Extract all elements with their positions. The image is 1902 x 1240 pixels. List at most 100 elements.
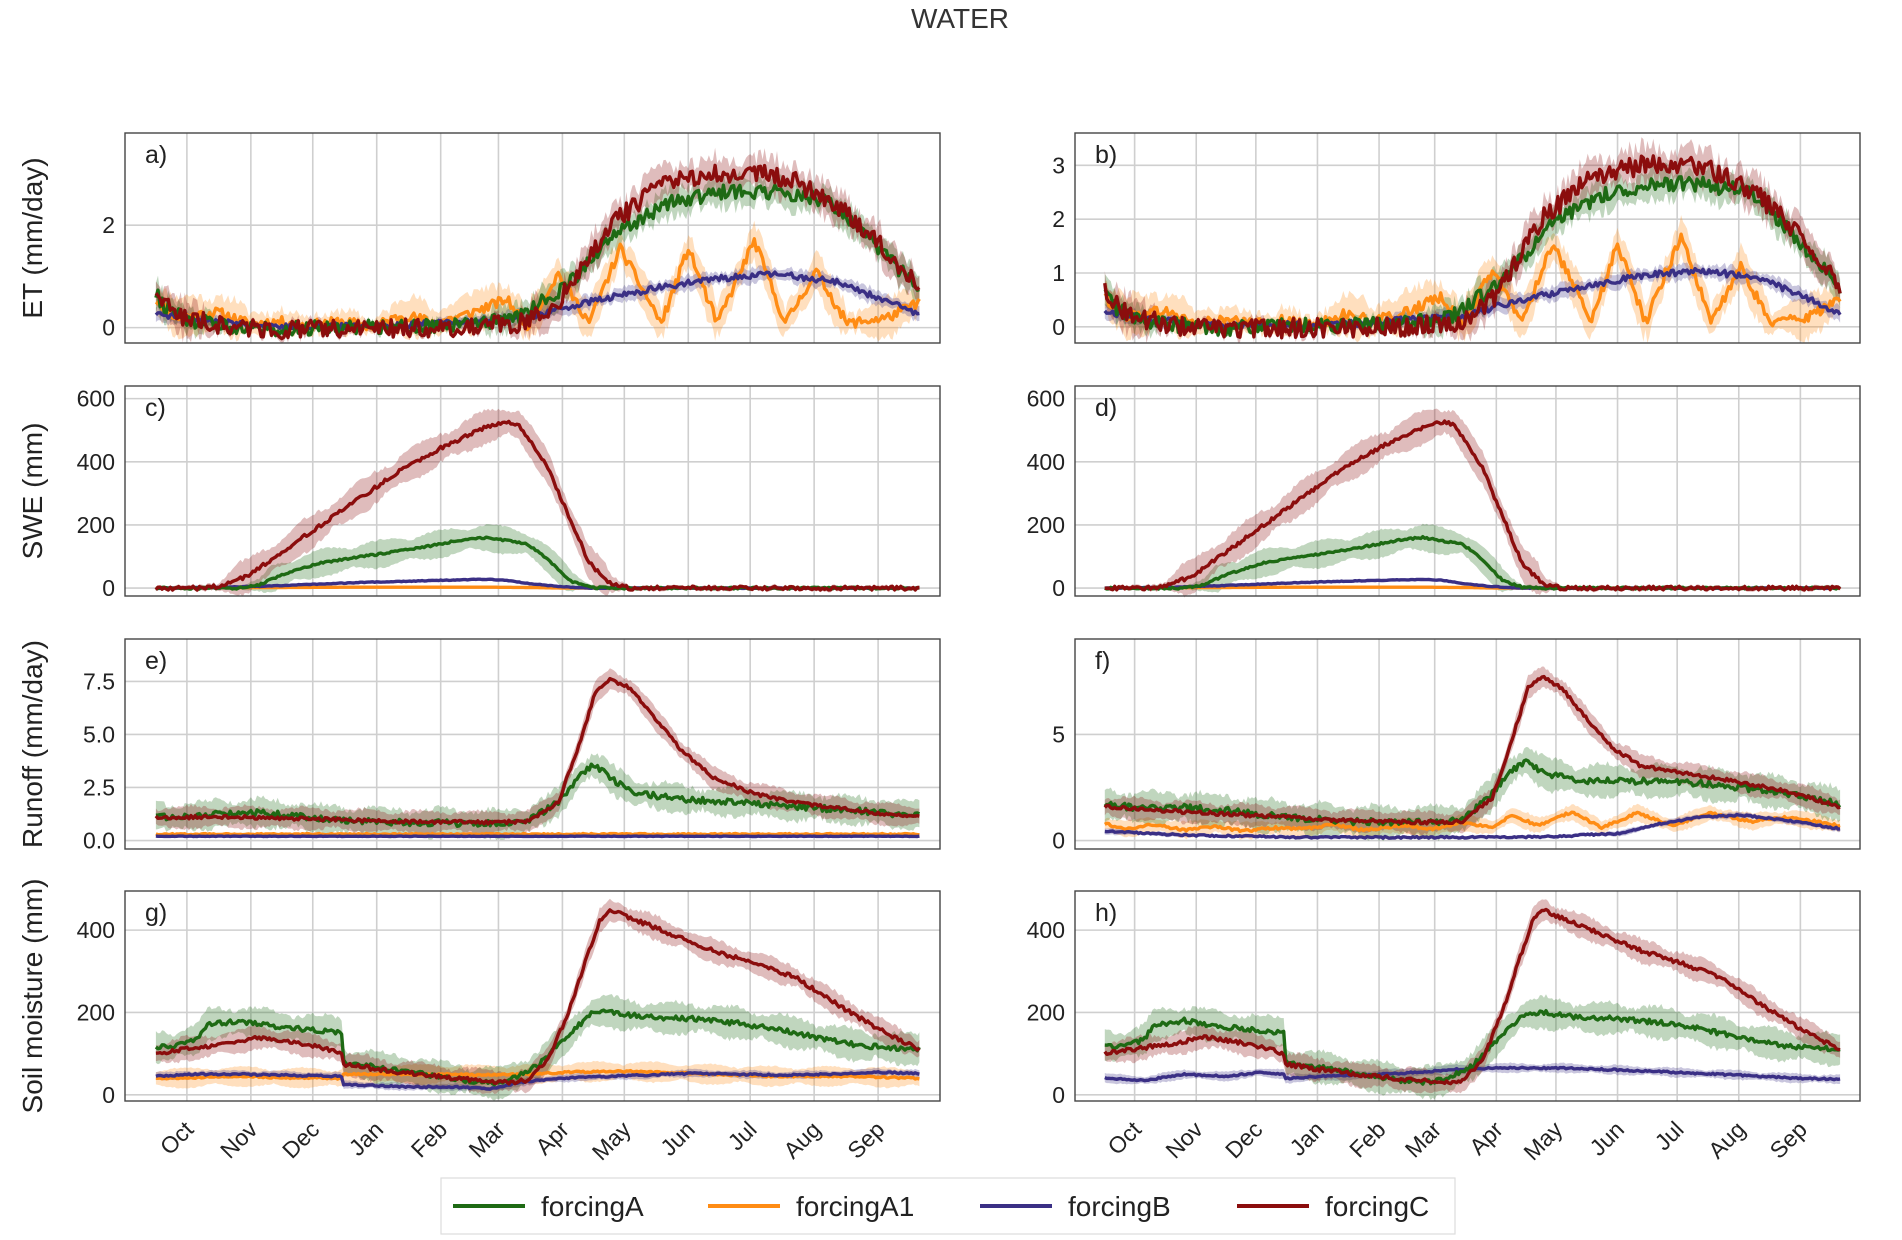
x-tick-label: Mar [464,1116,511,1163]
plot-area [1075,386,1860,596]
band-forcingC [1104,899,1841,1094]
axes-frame [1074,385,1861,597]
legend-item-forcingA: forcingA [453,1191,644,1222]
x-tick-label: Jul [1650,1116,1689,1155]
y-tick-label: 0 [1052,828,1065,854]
y-tick-label: 200 [77,512,115,538]
line-forcingB [155,1070,920,1091]
band-forcingA1 [1104,215,1841,344]
x-tick-label: May [1518,1116,1567,1165]
y-tick-label: 200 [1027,512,1065,538]
band-forcingC [1104,408,1841,598]
y-tick-label: 7.5 [83,668,115,694]
panel-label: b) [1095,141,1117,169]
panel-c: 0 200 400 600 c) SWE (mm) [17,385,941,601]
y-tick-label: 400 [1027,917,1065,943]
line-forcingC [1103,907,1841,1086]
panel-label: a) [145,141,167,169]
panel-label: e) [145,647,167,675]
line-forcingC [1104,419,1842,592]
y-tick-label: 0.0 [83,828,115,854]
band-forcingB [1104,262,1841,331]
axes-frame [124,132,941,344]
band-forcingA1 [155,220,920,342]
band-forcingC [155,408,920,597]
y-tick-label: 5.0 [83,721,115,747]
plot-area [125,386,940,596]
axes-frame [1074,132,1861,344]
y-tick-label: 200 [77,999,115,1025]
x-tick-label: Feb [406,1116,452,1162]
y-axis-label: Soil moisture (mm) [17,879,48,1114]
y-tick-label: 400 [77,917,115,943]
legend-item-forcingA1: forcingA1 [708,1191,914,1222]
x-tick-label: Jul [723,1116,762,1155]
legend-label: forcingA [541,1191,644,1222]
x-tick-label: Jan [344,1116,389,1161]
legend-item-forcingB: forcingB [980,1191,1171,1222]
y-tick-label: 5 [1052,721,1065,747]
x-tick-label: Dec [1220,1116,1267,1163]
figure-title: WATER [911,3,1009,34]
x-tick-label: Oct [155,1116,199,1160]
x-tick-label: Apr [530,1116,574,1160]
x-tick-label: Jun [655,1116,700,1161]
x-tick-label: Jun [1584,1116,1629,1161]
line-forcingA1 [155,831,920,837]
band-forcingC [155,668,920,836]
legend: forcingA forcingA1 forcingB forcingC [440,1177,1456,1235]
x-tick-label: Nov [1160,1116,1208,1164]
legend-items: forcingA forcingA1 forcingB forcingC [453,1191,1429,1222]
line-forcingC [155,908,921,1086]
y-tick-label: 3 [1052,152,1065,178]
x-tick-label: Feb [1344,1116,1390,1162]
axes-frame [1074,890,1861,1102]
panel-b: 0 1 2 3 b) [1052,132,1861,344]
y-tick-label: 400 [1027,449,1065,475]
y-tick-label: 0 [1052,1082,1065,1108]
panel-label: g) [145,899,167,927]
line-forcingA [154,183,920,338]
y-tick-label: 200 [1027,999,1065,1025]
panel-a: 0 2 a) ET (mm/day) [17,132,941,344]
x-tick-label: Aug [778,1116,825,1163]
y-tick-label: 600 [1027,386,1065,412]
panel-d: 0 200 400 600 d) [1027,385,1861,601]
y-tick-label: 2.5 [83,774,115,800]
band-forcingC [155,898,920,1094]
line-forcingC [154,419,920,592]
panel-g: 0 200 400 g) Soil moisture (mm) Oct Nov Dec Jan F… [17,879,941,1165]
line-forcingA [1104,1009,1841,1086]
band-forcingA [155,524,920,593]
panel-e: 0.0 2.5 5.0 7.5 e) Runoff (mm/day) [17,638,941,854]
legend-item-forcingC: forcingC [1237,1191,1429,1222]
axes-frame [1074,638,1861,850]
y-tick-label: 0 [102,575,115,601]
line-forcingC [154,676,920,826]
axes-frame [124,890,941,1102]
y-axis-label: SWE (mm) [17,423,48,560]
panel-h: 0 200 400 h) Oct Nov Dec Jan Feb Mar Apr May Jun Jul A… [1027,890,1861,1165]
band-forcingA [1104,523,1841,593]
plot-area [1075,891,1860,1101]
y-tick-label: 1 [1052,260,1065,286]
y-tick-label: 0 [102,1082,115,1108]
legend-label: forcingA1 [796,1191,914,1222]
panel-label: d) [1095,394,1117,422]
y-tick-label: 0 [1052,314,1065,340]
x-tick-label: Apr [1464,1116,1508,1160]
y-axis-label: ET (mm/day) [17,157,48,318]
x-tick-label: Aug [1703,1116,1750,1163]
panels-group: 0 2 a) ET (mm/day) 0 1 2 3 b) 0 200 400 600 c) SWE (mm… [17,132,1861,1165]
line-forcingA [1103,175,1842,337]
x-tick-label: May [587,1116,636,1165]
x-tick-label: Sep [842,1116,889,1163]
x-tick-label: Oct [1102,1116,1146,1160]
band-forcingC [1104,666,1841,836]
panel-f: 0 5 f) [1052,638,1861,854]
y-tick-label: 0 [102,315,115,341]
line-forcingB [1104,812,1841,840]
legend-label: forcingB [1068,1191,1171,1222]
x-tick-label: Mar [1400,1116,1447,1163]
